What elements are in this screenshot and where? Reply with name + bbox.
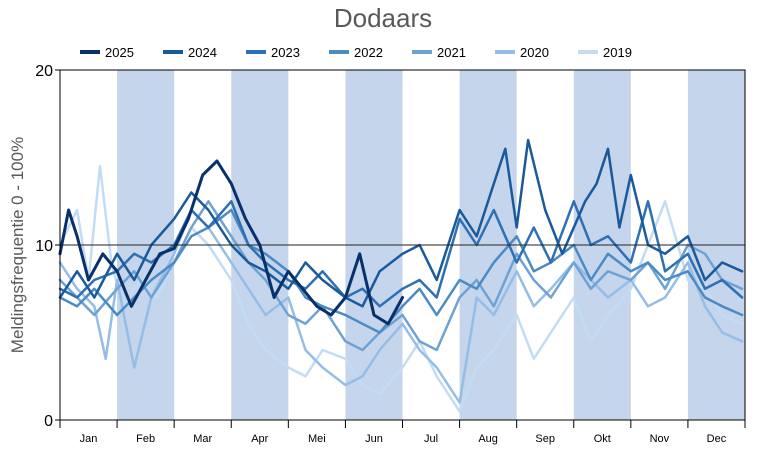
legend-label-2019: 2019: [603, 45, 632, 60]
legend-label-2025: 2025: [105, 45, 134, 60]
series-line-2025: [58, 159, 404, 326]
x-tick-label-sep: Sep: [535, 433, 555, 445]
x-tick-label-feb: Feb: [136, 433, 155, 445]
x-tick-label-apr: Apr: [251, 433, 268, 445]
x-tick-label-jun: Jun: [365, 433, 383, 445]
legend-label-2022: 2022: [354, 45, 383, 60]
legend-label-2024: 2024: [188, 45, 217, 60]
legend-label-2023: 2023: [271, 45, 300, 60]
legend-label-2020: 2020: [520, 45, 549, 60]
x-tick-label-okt: Okt: [594, 433, 611, 445]
x-tick-label-nov: Nov: [650, 433, 670, 445]
plot-area: [58, 69, 746, 421]
series-line-2024: [58, 138, 744, 308]
y-tick-label: 10: [35, 238, 53, 255]
y-axis: 0 10 20: [35, 63, 60, 430]
y-axis-label: Meldingsfrequentie 0 - 100%: [8, 137, 27, 353]
x-tick-label-jul: Jul: [424, 433, 438, 445]
legend-label-2021: 2021: [437, 45, 466, 60]
chart-title: Dodaars: [334, 3, 432, 33]
legend: 2025 2024 2023 2022 2021 2020 2019: [80, 45, 632, 60]
x-tick-label-mar: Mar: [193, 433, 212, 445]
series-layer: [58, 138, 744, 413]
y-tick-label: 20: [35, 63, 53, 80]
series-line-2022: [58, 208, 744, 334]
x-axis: Jan Feb Mar Apr Mei Jun Jul Aug Sep Okt Nov Dec: [59, 420, 746, 445]
x-tick-label-mei: Mei: [308, 433, 326, 445]
y-tick-label: 0: [44, 413, 53, 430]
x-tick-label-jan: Jan: [80, 433, 98, 445]
x-tick-label-aug: Aug: [478, 433, 498, 445]
x-tick-label-dec: Dec: [707, 433, 727, 445]
